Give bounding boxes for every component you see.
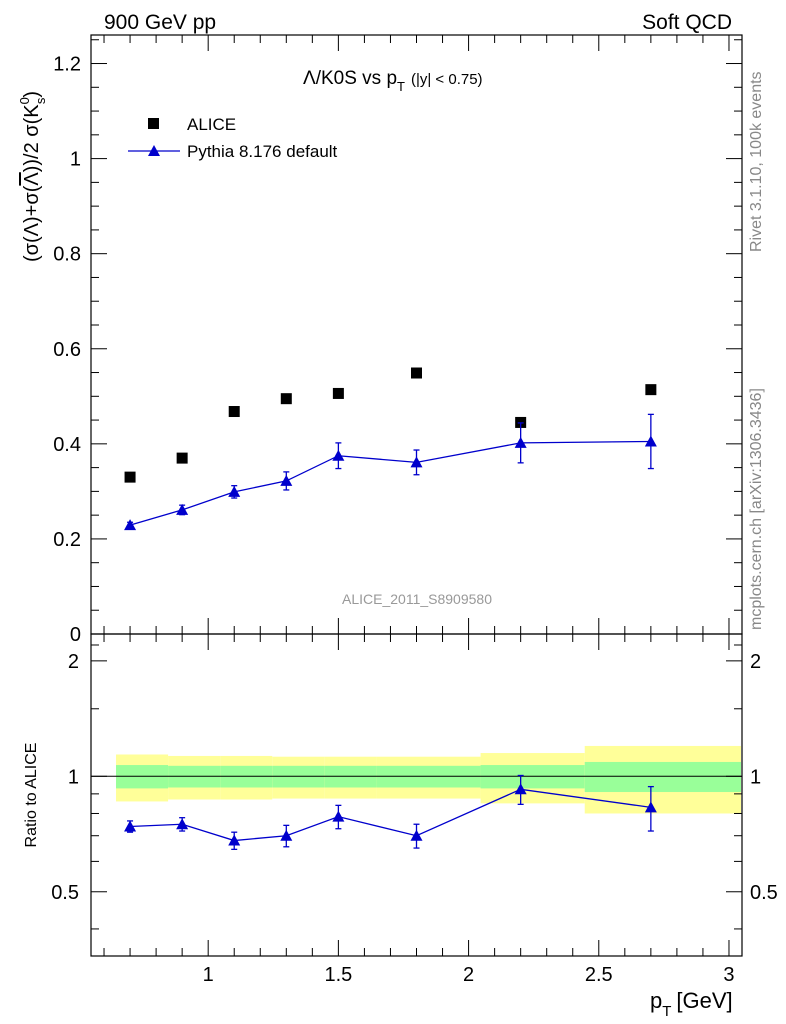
alice-point-2 xyxy=(228,406,240,418)
pythia-point-4 xyxy=(332,449,345,461)
ratio-series-marks xyxy=(124,774,657,851)
alice-point-4 xyxy=(332,387,344,399)
ratio-point-4 xyxy=(332,810,345,822)
ratio-pythia-line xyxy=(130,788,651,842)
ratio-point-2 xyxy=(228,834,241,846)
pythia-point-1 xyxy=(176,503,189,515)
pythia-point-3 xyxy=(280,474,293,486)
ratio-ytick-label-left-1: 1 xyxy=(68,766,79,788)
legend-marker-pythia xyxy=(148,145,160,156)
rivet-label: Rivet 3.1.10, 100k events xyxy=(748,71,765,252)
ratio-point-5 xyxy=(410,829,423,841)
main-ytick-label-3: 0.6 xyxy=(53,339,81,361)
main-ytick-label-6: 1.2 xyxy=(53,54,81,76)
main-title-sub: T xyxy=(397,79,405,94)
x-tick-label-4: 3 xyxy=(723,964,734,986)
ratio-axis-ticks: 0.5 0.5 1 1 2 2 1 1.5 2 2.5 3 xyxy=(51,634,778,986)
ratio-point-3 xyxy=(280,829,293,841)
pythia-point-6 xyxy=(514,436,527,448)
main-y-label-sub: s xyxy=(33,97,48,104)
ratio-ytick-label-left-0: 0.5 xyxy=(51,882,79,904)
legend-marker-alice xyxy=(148,118,159,129)
main-y-label-bar: Λ xyxy=(21,172,43,186)
x-tick-label-2: 2 xyxy=(463,964,474,986)
x-axis-label-sub: T xyxy=(662,1003,671,1020)
ratio-point-0 xyxy=(124,820,137,832)
main-axis-ticks: 0 0.2 0.4 0.6 0.8 1 1.2 xyxy=(53,35,742,646)
main-ytick-label-1: 0.2 xyxy=(53,529,81,551)
alice-point-0 xyxy=(124,471,136,483)
ratio-plot-frame xyxy=(90,633,743,957)
legend: ALICE Pythia 8.176 default xyxy=(128,115,338,161)
legend-label-alice: ALICE xyxy=(187,115,236,134)
main-title-main: Λ/K0S vs p xyxy=(303,68,397,89)
ratio-ytick-label-right-2: 2 xyxy=(750,651,761,673)
main-y-label-close: ) xyxy=(21,91,43,98)
main-y-label-end: ))/2 σ(K xyxy=(21,104,43,173)
ratio-point-7 xyxy=(644,801,657,813)
x-tick-label-1: 1.5 xyxy=(324,964,352,986)
ratio-point-1 xyxy=(176,818,189,830)
pythia-point-2 xyxy=(228,485,241,497)
x-axis-label-unit: [GeV] xyxy=(676,988,732,1013)
x-tick-label-0: 1 xyxy=(203,964,214,986)
alice-point-3 xyxy=(280,393,292,405)
pythia-point-5 xyxy=(410,456,423,468)
main-title-cut: (|y| < 0.75) xyxy=(411,71,483,88)
x-axis-label-main: p xyxy=(650,988,662,1013)
main-y-label: (σ(Λ)+σ(Λ))/2 σ(K0s) xyxy=(17,91,48,262)
ratio-ytick-label-left-2: 2 xyxy=(68,651,79,673)
main-series-marks xyxy=(124,367,657,531)
ratio-ytick-label-right-1: 1 xyxy=(750,766,761,788)
ratio-ytick-label-right-0: 0.5 xyxy=(750,882,778,904)
main-ytick-label-2: 0.4 xyxy=(53,434,81,456)
ratio-uncertainty-bands xyxy=(91,745,742,814)
legend-label-pythia: Pythia 8.176 default xyxy=(187,142,338,161)
alice-point-5 xyxy=(411,367,422,379)
main-ytick-label-4: 0.8 xyxy=(53,244,81,266)
x-axis-label: pT [GeV] xyxy=(650,988,733,1020)
ratio-point-6 xyxy=(514,783,527,795)
alice-point-7 xyxy=(645,384,657,396)
x-tick-label-3: 2.5 xyxy=(585,964,613,986)
header-right: Soft QCD xyxy=(642,11,732,34)
stat-band-7 xyxy=(584,761,741,793)
main-title: Λ/K0S vs pT (|y| < 0.75) xyxy=(303,68,483,94)
mcplots-label: mcplots.cern.ch [arXiv:1306.3436] xyxy=(748,388,765,630)
pythia-point-0 xyxy=(124,519,137,531)
analysis-watermark: ALICE_2011_S8909580 xyxy=(342,591,492,607)
main-y-label-sup: 0 xyxy=(17,97,32,104)
ratio-y-label: Ratio to ALICE xyxy=(23,743,40,848)
main-y-label-main: (σ(Λ)+σ( xyxy=(21,185,43,262)
main-ytick-label-5: 1 xyxy=(70,149,81,171)
main-ytick-label-0: 0 xyxy=(70,624,81,646)
alice-point-1 xyxy=(176,452,188,464)
pythia-line xyxy=(129,440,651,526)
header-left: 900 GeV pp xyxy=(104,11,216,34)
pythia-point-7 xyxy=(644,435,657,447)
